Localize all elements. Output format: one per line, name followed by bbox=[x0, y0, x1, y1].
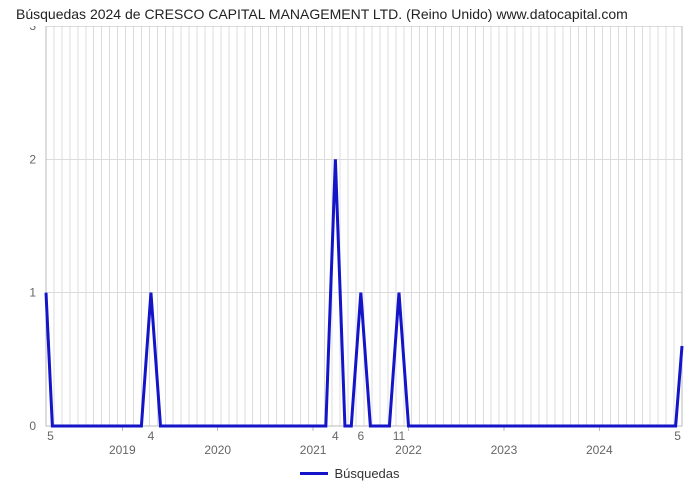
legend-swatch bbox=[300, 472, 328, 475]
peak-label: 5 bbox=[47, 429, 54, 443]
x-tick-label: 2022 bbox=[395, 443, 422, 457]
x-tick-label: 2020 bbox=[204, 443, 231, 457]
y-tick-label: 2 bbox=[29, 152, 36, 166]
peak-label: 5 bbox=[674, 429, 681, 443]
peak-label: 6 bbox=[357, 429, 364, 443]
peak-label: 4 bbox=[148, 429, 155, 443]
chart-plot-zone: 0 1 2 3 2019 2020 2021 2022 2023 2024 5 4 4 6 11 5 bbox=[10, 26, 690, 464]
line-chart-svg: 0 1 2 3 2019 2020 2021 2022 2023 2024 5 4 4 6 11 5 bbox=[10, 26, 690, 464]
chart-title: Búsquedas 2024 de CRESCO CAPITAL MANAGEM… bbox=[16, 6, 690, 22]
y-tick-label: 3 bbox=[29, 26, 36, 33]
peak-label: 11 bbox=[393, 429, 406, 443]
legend-label: Búsquedas bbox=[334, 466, 399, 481]
x-tick-label: 2024 bbox=[586, 443, 613, 457]
y-tick-label: 1 bbox=[29, 286, 36, 300]
chart-container: { "chart": { "type": "line", "title": "B… bbox=[0, 0, 700, 500]
peak-label: 4 bbox=[332, 429, 339, 443]
x-tick-label: 2021 bbox=[300, 443, 327, 457]
y-tick-label: 0 bbox=[29, 419, 36, 433]
x-tick-label: 2023 bbox=[491, 443, 518, 457]
chart-legend: Búsquedas bbox=[10, 466, 690, 481]
x-tick-label: 2019 bbox=[109, 443, 136, 457]
